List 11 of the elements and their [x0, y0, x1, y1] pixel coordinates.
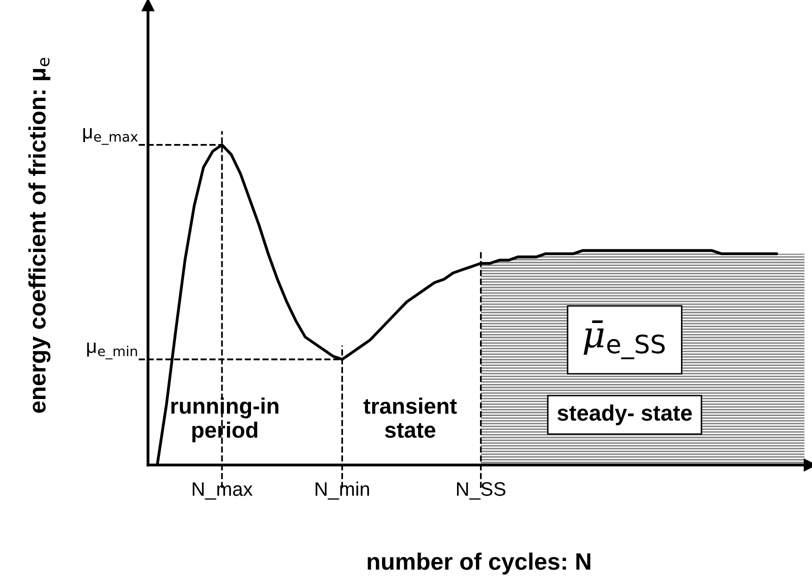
ref-line-label: μ$_{e_max}$: [83, 128, 138, 145]
x-tick-label: N_SS: [457, 482, 506, 500]
x-axis-title: number of cycles: N: [368, 552, 590, 575]
x-tick-label: N_min: [316, 482, 369, 500]
annotation: steady- state: [558, 404, 692, 426]
annotation: running-in period: [171, 398, 278, 442]
x-tick-label: N_max: [192, 482, 253, 500]
ref-line-label: μ$_{e_min}$: [87, 342, 137, 360]
annotation: μ̄$_{e_SS}$: [584, 320, 665, 360]
annotation: transient state: [364, 398, 457, 438]
y-axis-title: energy coefficient of friction: μ$_{e}$: [28, 58, 50, 413]
